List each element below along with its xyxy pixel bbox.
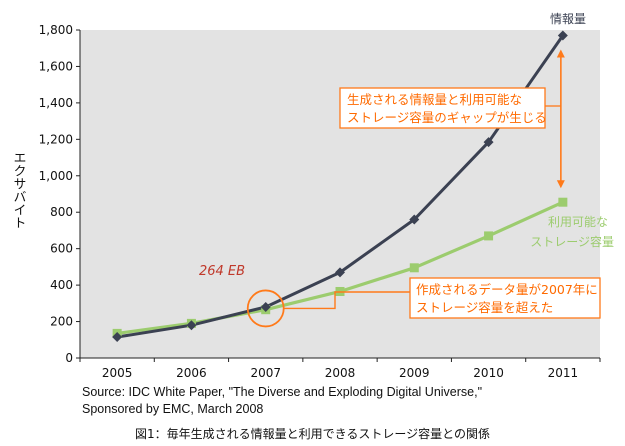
x-tick-label: 2010 [473,366,504,380]
storage-point [484,231,494,241]
info-point [335,267,345,278]
y-tick-label: 1,600 [39,59,73,73]
y-tick-label: 800 [50,205,73,219]
x-tick-label: 2011 [548,366,579,380]
y-axis-label: エクサバイト [11,151,27,229]
info-point [112,332,123,343]
series-label-info: 情報量 [550,12,586,26]
source-note: Source: IDC White Paper, "The Diverse an… [82,384,482,418]
gap-note-box [339,87,546,129]
info-point [186,320,197,331]
x-tick-label: 2009 [399,366,430,380]
source-line-1: Source: IDC White Paper, "The Diverse an… [82,385,483,399]
y-tick-label: 200 [50,315,73,329]
crossover-note-line-2: ストレージ容量を超えた [416,300,553,315]
x-tick-label: 2006 [176,366,207,380]
source-line-2: Sponsored by EMC, March 2008 [82,402,264,416]
eb-2007-label: 264 EB [199,264,245,279]
info-point [557,30,568,41]
crossover-note-line-1: 作成されるデータ量が2007年に [416,282,598,297]
storage-point [409,263,419,273]
gap-note-line-2: ストレージ容量のギャップが生じる [347,110,547,125]
info-point [409,214,420,225]
x-tick-label: 2008 [325,366,356,380]
series-label-storage-1: 利用可能な [548,215,608,229]
storage-point [558,197,568,207]
y-tick-label: 600 [50,242,73,256]
y-tick-label: 1,800 [39,23,73,37]
x-tick-label: 2005 [102,366,133,380]
y-tick-label: 1,400 [39,96,73,110]
y-tick-label: 1,200 [39,132,73,146]
series-label-storage-2: ストレージ容量 [530,234,614,249]
gap-note-line-1: 生成される情報量と利用可能な [347,92,522,107]
info-point [260,301,271,312]
crossover-connector [283,291,410,310]
y-tick-label: 400 [50,278,73,292]
x-tick-label: 2007 [250,366,281,380]
line-chart: 0 200 400 600 800 1,000 1,200 1,400 1,600 1,800 2… [11,12,615,380]
y-tick-label: 1,000 [39,169,73,183]
info-point [483,137,494,148]
y-tick-label: 0 [65,351,73,365]
crossover-note-box [409,277,601,319]
gap-arrow-head-up [556,49,565,58]
figure-caption: 図1：毎年生成される情報量と利用できるストレージ容量との関係 [134,427,491,441]
gap-arrow-head-down [556,180,565,189]
